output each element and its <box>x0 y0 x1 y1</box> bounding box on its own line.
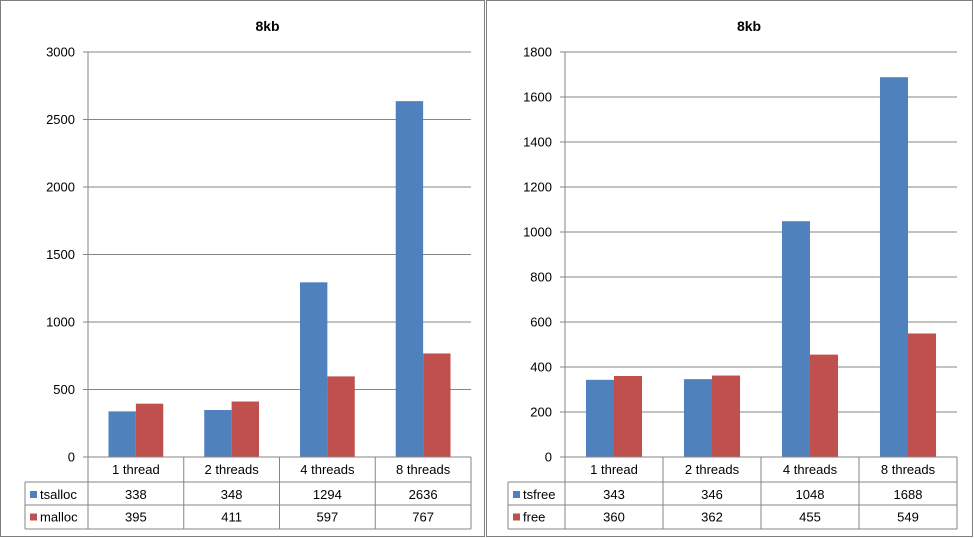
legend-key <box>513 513 520 521</box>
chart-left: 8kb 0 500 1000 1500 2000 2500 3000 1 thread 2 thr… <box>24 18 472 530</box>
table-cell: 338 <box>125 487 147 502</box>
table-cell: 395 <box>125 510 147 525</box>
category-label: 8 threads <box>881 462 936 477</box>
bar-tsalloc <box>395 101 424 457</box>
y-tick-label: 1000 <box>46 315 75 330</box>
category-label: 1 thread <box>590 462 638 477</box>
legend-label: tsfree <box>523 487 556 502</box>
table-cell: 346 <box>701 487 723 502</box>
legend-label: free <box>523 510 545 525</box>
bar-tsalloc <box>204 410 232 457</box>
bar-malloc <box>423 353 451 457</box>
bar-tsfree <box>683 379 712 457</box>
legend-key <box>30 491 37 498</box>
legend-label: malloc <box>40 510 78 525</box>
table-cell: 348 <box>221 487 243 502</box>
legend-label: tsalloc <box>40 487 77 502</box>
y-tick-label: 1400 <box>523 135 552 150</box>
table-cell: 1048 <box>796 487 825 502</box>
y-tick-label: 2000 <box>46 180 75 195</box>
table-cell: 2636 <box>409 487 438 502</box>
table-cell: 767 <box>412 510 434 525</box>
bar-free <box>712 375 741 457</box>
bar-tsalloc <box>299 282 328 457</box>
y-tick-label: 500 <box>53 382 75 397</box>
table-cell: 360 <box>603 510 625 525</box>
category-label: 4 threads <box>783 462 838 477</box>
bar-malloc <box>135 403 164 457</box>
y-tick-label: 1500 <box>46 247 75 262</box>
bar-free <box>614 376 643 457</box>
category-label: 2 threads <box>205 462 260 477</box>
legend-key <box>30 513 37 521</box>
y-tick-label: 1600 <box>523 90 552 105</box>
bar-free <box>908 333 937 457</box>
bar-free <box>810 354 839 457</box>
table-cell: 549 <box>897 510 919 525</box>
y-tick-label: 1000 <box>523 225 552 240</box>
bar-tsalloc <box>108 411 136 457</box>
category-label: 2 threads <box>685 462 740 477</box>
chart-title: 8kb <box>737 18 761 34</box>
y-tick-label: 0 <box>545 450 552 465</box>
y-tick-label: 0 <box>68 450 75 465</box>
y-tick-label: 3000 <box>46 45 75 60</box>
table-cell: 411 <box>221 510 242 525</box>
bar-tsfree <box>781 221 810 457</box>
y-tick-label: 600 <box>530 315 552 330</box>
chart-title: 8kb <box>255 18 279 34</box>
y-tick-label: 2500 <box>46 112 75 127</box>
chart-panel-right: 8kb 0 200 400 600 800 1000 1200 1400 1600 1800 1 th… <box>486 0 973 537</box>
bar-tsfree <box>879 77 908 457</box>
category-label: 4 threads <box>300 462 355 477</box>
legend-key <box>513 491 520 498</box>
table-cell: 597 <box>317 510 339 525</box>
y-tick-label: 1200 <box>523 180 552 195</box>
category-label: 8 threads <box>396 462 451 477</box>
chart-panel-left: 8kb 0 500 1000 1500 2000 2500 3000 1 thread 2 thr… <box>0 0 485 537</box>
bar-malloc <box>231 401 260 457</box>
bar-malloc <box>327 376 355 457</box>
y-tick-label: 200 <box>530 405 552 420</box>
table-cell: 1688 <box>894 487 923 502</box>
table-cell: 343 <box>603 487 625 502</box>
category-label: 1 thread <box>112 462 160 477</box>
y-tick-label: 1800 <box>523 45 552 60</box>
y-tick-label: 400 <box>530 360 552 375</box>
y-tick-label: 800 <box>530 270 552 285</box>
table-cell: 362 <box>701 510 723 525</box>
table-cell: 455 <box>799 510 821 525</box>
chart-right: 8kb 0 200 400 600 800 1000 1200 1400 1600 1800 1 th… <box>507 18 958 530</box>
table-cell: 1294 <box>313 487 342 502</box>
bar-tsfree <box>585 379 614 457</box>
